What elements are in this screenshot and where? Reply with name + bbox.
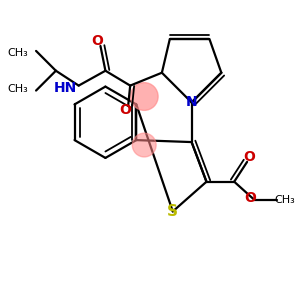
Text: O: O	[92, 34, 104, 48]
Text: CH₃: CH₃	[8, 48, 28, 58]
Text: CH₃: CH₃	[274, 194, 295, 205]
Circle shape	[132, 133, 156, 157]
Text: HN: HN	[53, 81, 77, 94]
Circle shape	[130, 82, 158, 110]
Text: O: O	[244, 190, 256, 205]
Text: O: O	[119, 103, 131, 117]
Text: O: O	[243, 150, 255, 164]
Text: CH₃: CH₃	[8, 84, 28, 94]
Text: S: S	[167, 204, 178, 219]
Text: N: N	[186, 95, 197, 110]
